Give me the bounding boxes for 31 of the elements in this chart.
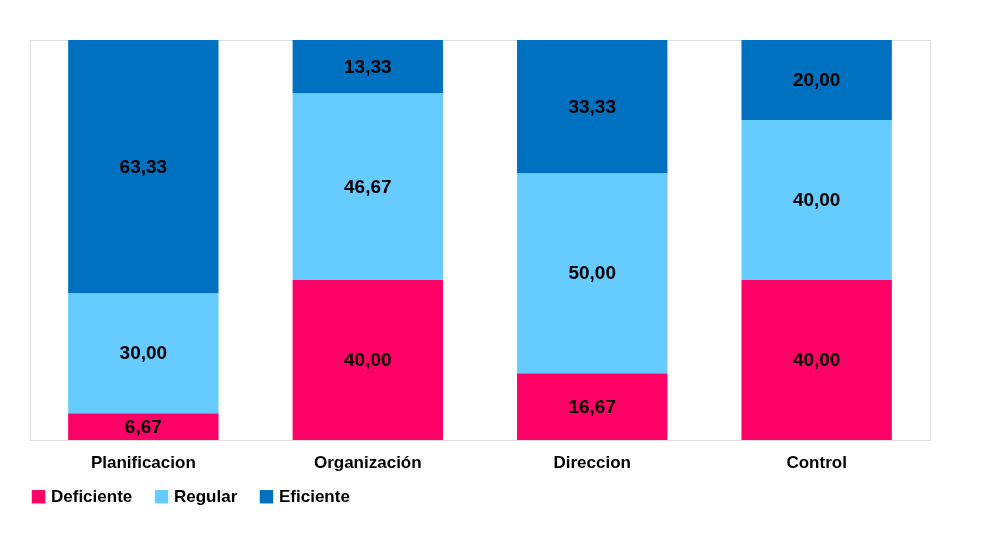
data-label: 40,00 <box>344 349 392 370</box>
bar <box>68 413 219 440</box>
legend-label: Regular <box>174 486 238 506</box>
data-label: 46,67 <box>344 175 392 197</box>
x-tick-label: Direccion <box>553 452 631 472</box>
data-label: 40,00 <box>792 189 841 210</box>
data-label: 50,00 <box>568 262 616 284</box>
bar <box>517 40 668 174</box>
bar <box>741 120 892 280</box>
data-label: 13,33 <box>344 55 392 77</box>
x-tick-label: Control <box>786 452 847 472</box>
x-tick-label: Organización <box>313 452 422 472</box>
data-label: 6,67 <box>124 415 162 437</box>
bar <box>292 40 443 94</box>
bar <box>517 173 668 374</box>
bar <box>68 40 219 294</box>
bar <box>517 373 668 440</box>
data-label: 30,00 <box>119 342 168 364</box>
bar <box>741 280 892 440</box>
bar <box>741 40 892 120</box>
legend-label: Eficiente <box>279 486 350 506</box>
legend-label: Deficiente <box>51 486 133 506</box>
data-label: 40,00 <box>792 349 841 370</box>
data-label: 63,33 <box>119 155 168 177</box>
data-label: 33,33 <box>568 95 616 117</box>
bar <box>292 280 443 440</box>
data-label: 20,00 <box>792 69 841 90</box>
bar <box>292 93 443 280</box>
data-label: 16,67 <box>568 395 616 417</box>
bar <box>68 293 219 414</box>
x-tick-label: Planificacion <box>90 452 196 472</box>
